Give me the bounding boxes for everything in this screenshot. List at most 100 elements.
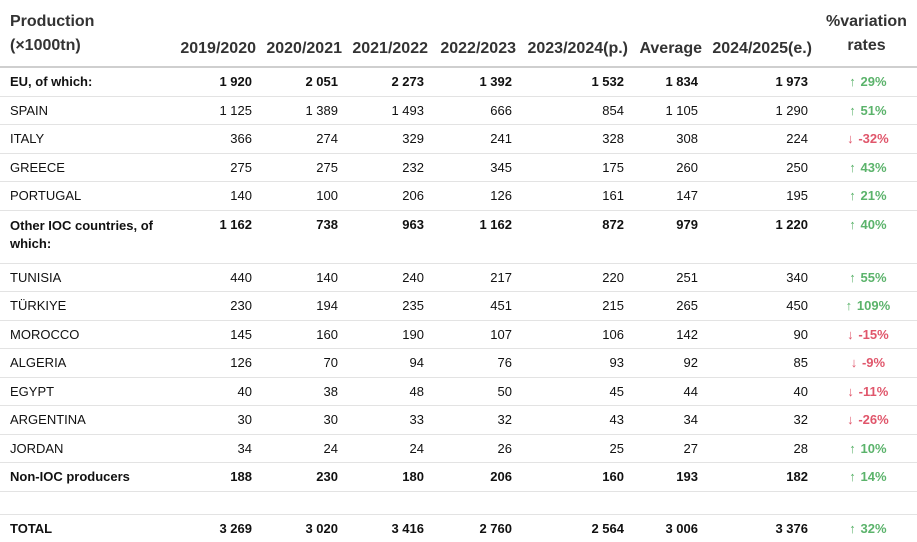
- table-row: EU, of which: 1 920 2 051 2 273 1 392 1 532 1 …: [0, 67, 917, 97]
- row-value-cell: 25: [520, 434, 632, 463]
- header-row: Production (×1000tn) 2019/2020 2020/2021…: [0, 0, 917, 68]
- row-value-cell: 240: [346, 263, 432, 292]
- row-label: JORDAN: [0, 434, 172, 463]
- variation-cell: ↑ 29%: [816, 67, 917, 97]
- row-value-cell: 232: [346, 153, 432, 182]
- row-value-cell: 161: [520, 181, 632, 211]
- row-value-cell: 230: [260, 462, 346, 492]
- header-col-2019-2020: 2019/2020: [172, 0, 260, 68]
- variation-value: -15%: [858, 326, 889, 342]
- variation-cell: ↑ 14%: [816, 462, 917, 492]
- table-row: TOTAL 3 269 3 020 3 416 2 760 2 564 3 006 3 376…: [0, 514, 917, 542]
- row-value-cell: 329: [346, 124, 432, 154]
- row-value-cell: 44: [632, 377, 706, 406]
- row-value-cell: 2 273: [346, 67, 432, 97]
- row-value-cell: 190: [346, 320, 432, 349]
- table-row: JORDAN 34 24 24 26 25 27 28 ↑ 10%: [0, 434, 917, 463]
- table-row: Non-IOC producers 188 230 180 206 160 193 182 ↑ 1…: [0, 462, 917, 492]
- row-value-cell: 979: [632, 210, 706, 264]
- variation-cell: ↓ -32%: [816, 124, 917, 154]
- header-col-2024-2025: 2024/2025(e.): [706, 0, 816, 68]
- row-value-cell: 1 920: [172, 67, 260, 97]
- row-value-cell: 275: [260, 153, 346, 182]
- row-value-cell: 215: [520, 291, 632, 321]
- row-value-cell: 217: [432, 263, 520, 292]
- row-value-cell: 235: [346, 291, 432, 321]
- row-value-cell: 94: [346, 348, 432, 378]
- row-value-cell: 451: [432, 291, 520, 321]
- row-value-cell: 1 389: [260, 96, 346, 125]
- row-value-cell: 26: [432, 434, 520, 463]
- table-row: ARGENTINA 30 30 33 32 43 34 32 ↓ -26%: [0, 405, 917, 435]
- row-value-cell: 32: [706, 405, 816, 435]
- row-value-cell: 142: [632, 320, 706, 349]
- variation-value: -32%: [858, 131, 889, 147]
- arrow-up-icon: ↑: [849, 269, 856, 285]
- header-variation-line2: rates: [847, 37, 886, 54]
- row-value-cell: 90: [706, 320, 816, 349]
- row-value-cell: 195: [706, 181, 816, 211]
- row-value-cell: 24: [346, 434, 432, 463]
- row-value-cell: 92: [632, 348, 706, 378]
- row-value-cell: 194: [260, 291, 346, 321]
- variation-value: 40%: [860, 216, 887, 232]
- row-value-cell: 70: [260, 348, 346, 378]
- arrow-down-icon: ↓: [847, 326, 854, 342]
- row-value-cell: 1 162: [432, 210, 520, 264]
- row-value-cell: 126: [172, 348, 260, 378]
- variation-cell: ↓ -9%: [816, 348, 917, 378]
- row-label: MOROCCO: [0, 320, 172, 349]
- row-value-cell: 1 290: [706, 96, 816, 125]
- variation-cell: ↓ -26%: [816, 405, 917, 435]
- header-col-2021-2022: 2021/2022: [346, 0, 432, 68]
- row-value-cell: 175: [520, 153, 632, 182]
- row-value-cell: 76: [432, 348, 520, 378]
- variation-value: -26%: [858, 412, 889, 428]
- arrow-down-icon: ↓: [847, 131, 854, 147]
- spacer-row: [0, 491, 917, 515]
- row-value-cell: 260: [632, 153, 706, 182]
- arrow-down-icon: ↓: [847, 383, 854, 399]
- row-value-cell: 147: [632, 181, 706, 211]
- row-value-cell: 1 105: [632, 96, 706, 125]
- row-value-cell: 45: [520, 377, 632, 406]
- row-value-cell: 274: [260, 124, 346, 154]
- row-value-cell: 328: [520, 124, 632, 154]
- header-col-2020-2021: 2020/2021: [260, 0, 346, 68]
- header-production: Production (×1000tn): [0, 0, 172, 68]
- row-value-cell: 48: [346, 377, 432, 406]
- arrow-up-icon: ↑: [849, 469, 856, 485]
- row-value-cell: 250: [706, 153, 816, 182]
- variation-cell: ↑ 21%: [816, 181, 917, 211]
- row-value-cell: 1 532: [520, 67, 632, 97]
- table-row: PORTUGAL 140 100 206 126 161 147 195 ↑ 21%: [0, 181, 917, 211]
- row-value-cell: 106: [520, 320, 632, 349]
- row-value-cell: 32: [432, 405, 520, 435]
- row-value-cell: 30: [260, 405, 346, 435]
- variation-value: 51%: [860, 102, 887, 118]
- row-value-cell: 160: [260, 320, 346, 349]
- variation-value: 32%: [860, 520, 887, 536]
- arrow-up-icon: ↑: [849, 520, 856, 536]
- variation-cell: ↑ 55%: [816, 263, 917, 292]
- table-row: EGYPT 40 38 48 50 45 44 40 ↓ -11%: [0, 377, 917, 406]
- variation-cell: ↓ -11%: [816, 377, 917, 406]
- row-label: TÜRKIYE: [0, 291, 172, 321]
- table-row: SPAIN 1 125 1 389 1 493 666 854 1 105 1 290 ↑ 51%: [0, 96, 917, 125]
- row-value-cell: 93: [520, 348, 632, 378]
- table-row: ALGERIA 126 70 94 76 93 92 85 ↓ -9%: [0, 348, 917, 378]
- arrow-up-icon: ↑: [849, 74, 856, 90]
- header-col-2023-2024: 2023/2024(p.): [520, 0, 632, 68]
- row-value-cell: 3 416: [391, 520, 424, 536]
- row-value-cell: 140: [260, 263, 346, 292]
- variation-value: 10%: [860, 440, 887, 456]
- row-value-cell: 27: [632, 434, 706, 463]
- row-value-cell: 345: [432, 153, 520, 182]
- row-value-cell: 33: [346, 405, 432, 435]
- table-row: GREECE 275 275 232 345 175 260 250 ↑ 43%: [0, 153, 917, 182]
- table-body: EU, of which: 1 920 2 051 2 273 1 392 1 532 1 …: [0, 67, 917, 542]
- row-value-cell: 265: [632, 291, 706, 321]
- row-label: GREECE: [0, 153, 172, 182]
